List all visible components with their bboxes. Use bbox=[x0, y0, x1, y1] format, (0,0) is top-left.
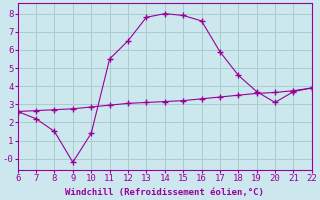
X-axis label: Windchill (Refroidissement éolien,°C): Windchill (Refroidissement éolien,°C) bbox=[65, 188, 264, 197]
